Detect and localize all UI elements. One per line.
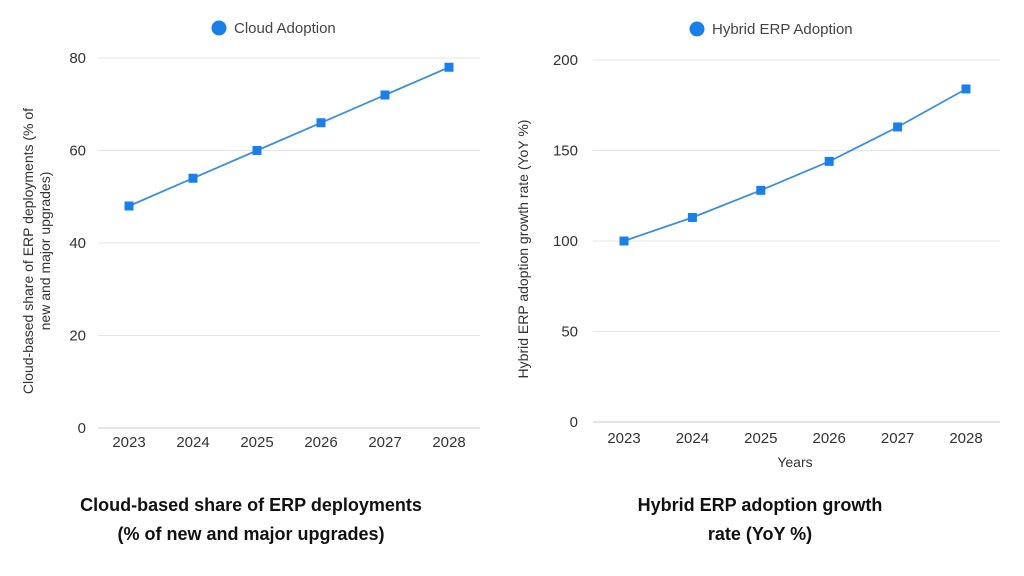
right-y-tick-label: 150 [553, 143, 578, 160]
right-data-point [756, 185, 766, 195]
right-x-tick-label: 2027 [881, 430, 914, 447]
right-data-point [619, 236, 629, 246]
right-x-tick-label: 2025 [744, 430, 777, 447]
left-data-point [444, 62, 454, 72]
right-x-tick-label: 2023 [607, 430, 640, 447]
left-y-axis-title: Cloud-based share of ERP deployments (% … [20, 108, 36, 394]
left-data-point [124, 201, 134, 211]
left-x-tick-label: 2027 [368, 434, 401, 451]
left-legend-label: Cloud Adoption [234, 20, 336, 37]
left-series-line [128, 66, 450, 207]
left-y-tick-label: 20 [69, 328, 86, 345]
right-x-tick-label: 2026 [813, 430, 846, 447]
left-x-tick-label: 2024 [176, 434, 209, 451]
right-y-tick-label: 200 [553, 52, 578, 69]
right-data-point [961, 84, 971, 94]
left-y-tick-label: 40 [69, 235, 86, 252]
left-data-point [316, 118, 326, 128]
left-y-tick-label: 80 [69, 50, 86, 67]
left-chart-title: Cloud-based share of ERP deployments (% … [30, 491, 472, 549]
right-chart-title-line-1: Hybrid ERP adoption growth [637, 495, 883, 515]
right-data-point [824, 156, 834, 166]
left-legend-marker [211, 20, 227, 36]
left-chart-title-line-1: Cloud-based share of ERP deployments [80, 495, 422, 515]
left-x-tick-label: 2028 [432, 434, 465, 451]
right-y-axis-title: Hybrid ERP adoption growth rate (YoY %) [515, 120, 531, 379]
left-data-point [380, 90, 390, 100]
right-y-tick-label: 0 [570, 414, 578, 431]
left-chart-title-line-2: (% of new and major upgrades) [117, 524, 385, 544]
left-x-tick-label: 2025 [240, 434, 273, 451]
right-y-tick-label: 50 [561, 324, 578, 341]
right-legend-marker [689, 21, 705, 37]
left-y-tick-label: 0 [78, 420, 86, 437]
left-y-tick-label: 60 [69, 143, 86, 160]
left-y-axis-title: new and major upgrades) [37, 172, 53, 331]
left-data-point [188, 173, 198, 183]
left-x-tick-label: 2026 [304, 434, 337, 451]
right-series-line [623, 88, 967, 242]
right-chart-title: Hybrid ERP adoption growth rate (YoY %) [590, 491, 930, 549]
left-x-tick-label: 2023 [112, 434, 145, 451]
right-x-axis-title: Years [777, 454, 812, 470]
right-x-tick-label: 2028 [949, 430, 982, 447]
right-chart-title-line-2: rate (YoY %) [707, 524, 813, 544]
right-data-point [893, 122, 903, 132]
left-data-point [252, 146, 262, 155]
right-data-point [687, 212, 697, 222]
right-y-tick-label: 100 [553, 233, 578, 250]
right-legend-label: Hybrid ERP Adoption [712, 21, 853, 38]
right-x-tick-label: 2024 [676, 430, 709, 447]
